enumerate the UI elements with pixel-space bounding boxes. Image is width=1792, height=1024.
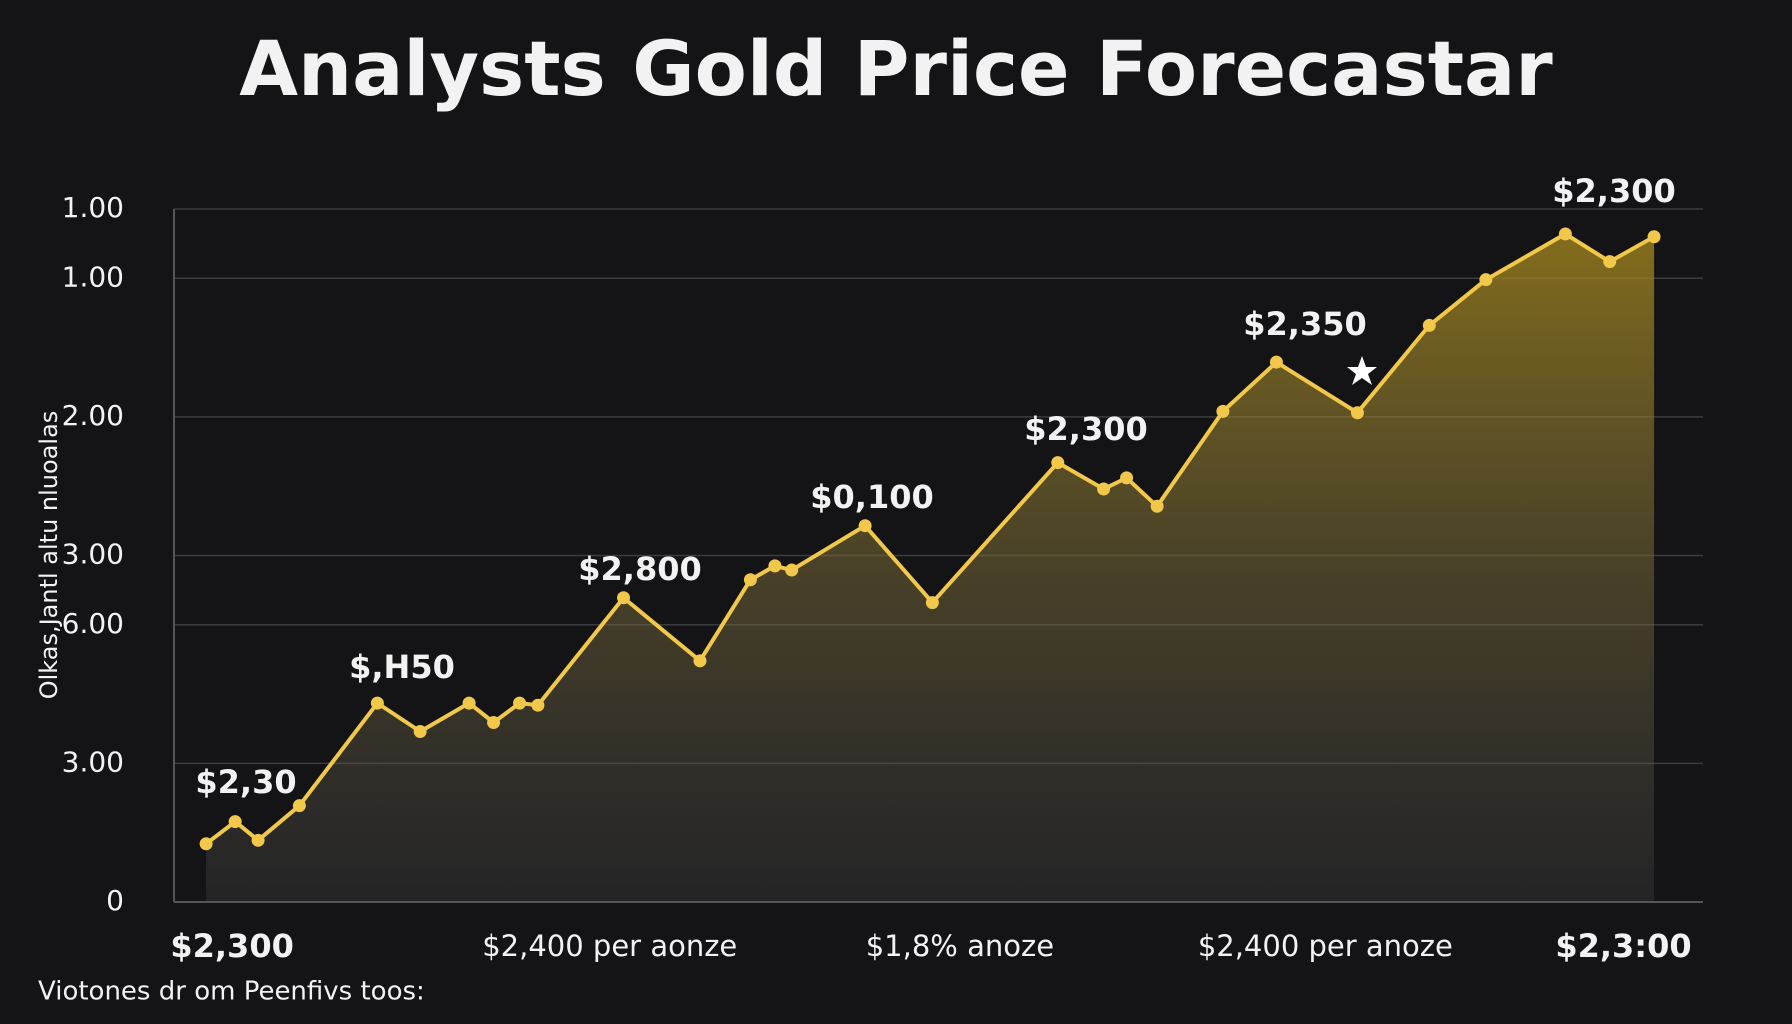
annotation: $2,300	[1024, 410, 1147, 448]
point	[1150, 499, 1164, 513]
point	[768, 559, 782, 573]
annotation: $2,800	[578, 550, 701, 588]
point	[462, 696, 476, 710]
annotation: $0,100	[810, 478, 933, 516]
point	[199, 837, 213, 851]
point	[925, 596, 939, 610]
point	[413, 725, 427, 739]
point	[1120, 471, 1134, 485]
y-tick-label: 6.00	[62, 607, 124, 640]
point	[858, 519, 872, 533]
annotation: $2,30	[195, 763, 296, 801]
point	[370, 696, 384, 710]
point	[251, 833, 265, 847]
x-tick-label: $2,400 per aonze	[482, 929, 737, 963]
y-tick-label: 1.00	[62, 260, 124, 293]
point	[1216, 404, 1230, 418]
point	[1269, 355, 1283, 369]
y-tick-label: 3.00	[62, 538, 124, 571]
star-icon	[1347, 356, 1377, 385]
y-tick-label: 3.00	[62, 745, 124, 778]
plot-area: 0 3.00 6.00 3.00 2.00 1.00 1.00 $2,300 $2,400 pe…	[62, 172, 1703, 965]
area	[206, 233, 1655, 902]
point	[513, 696, 527, 710]
point	[1647, 230, 1661, 244]
x-tick-label: $2,300	[170, 927, 293, 965]
y-tick-label: 1.00	[62, 191, 124, 224]
x-tick-label: $1,8% anoze	[866, 929, 1054, 963]
point	[785, 563, 799, 577]
annotation: $2,300	[1552, 172, 1675, 210]
point	[1097, 482, 1111, 496]
annotation: $2,350	[1243, 305, 1366, 343]
chart-title: Analysts Gold Price Forecastar	[239, 24, 1553, 113]
y-tick-label: 2.00	[62, 399, 124, 432]
point	[1479, 273, 1493, 287]
point	[1558, 227, 1572, 241]
point	[531, 698, 545, 712]
point	[693, 654, 707, 668]
y-axis-label: Olkas,Jantl altu nluoalas	[35, 411, 63, 700]
point	[487, 716, 501, 730]
point	[292, 799, 306, 813]
point	[743, 573, 757, 587]
x-tick-label: $2,400 per anoze	[1198, 929, 1453, 963]
x-tick-label: $2,3:00	[1555, 927, 1691, 965]
y-tick-label: 0	[106, 884, 124, 917]
point	[1603, 255, 1617, 269]
point	[228, 815, 242, 829]
point	[1051, 456, 1065, 470]
point	[1422, 318, 1436, 332]
point	[617, 591, 631, 605]
point	[1350, 406, 1364, 420]
footer: Viotones dr om Peenfivs toos:	[38, 977, 425, 1007]
annotation: $,H50	[349, 648, 455, 686]
